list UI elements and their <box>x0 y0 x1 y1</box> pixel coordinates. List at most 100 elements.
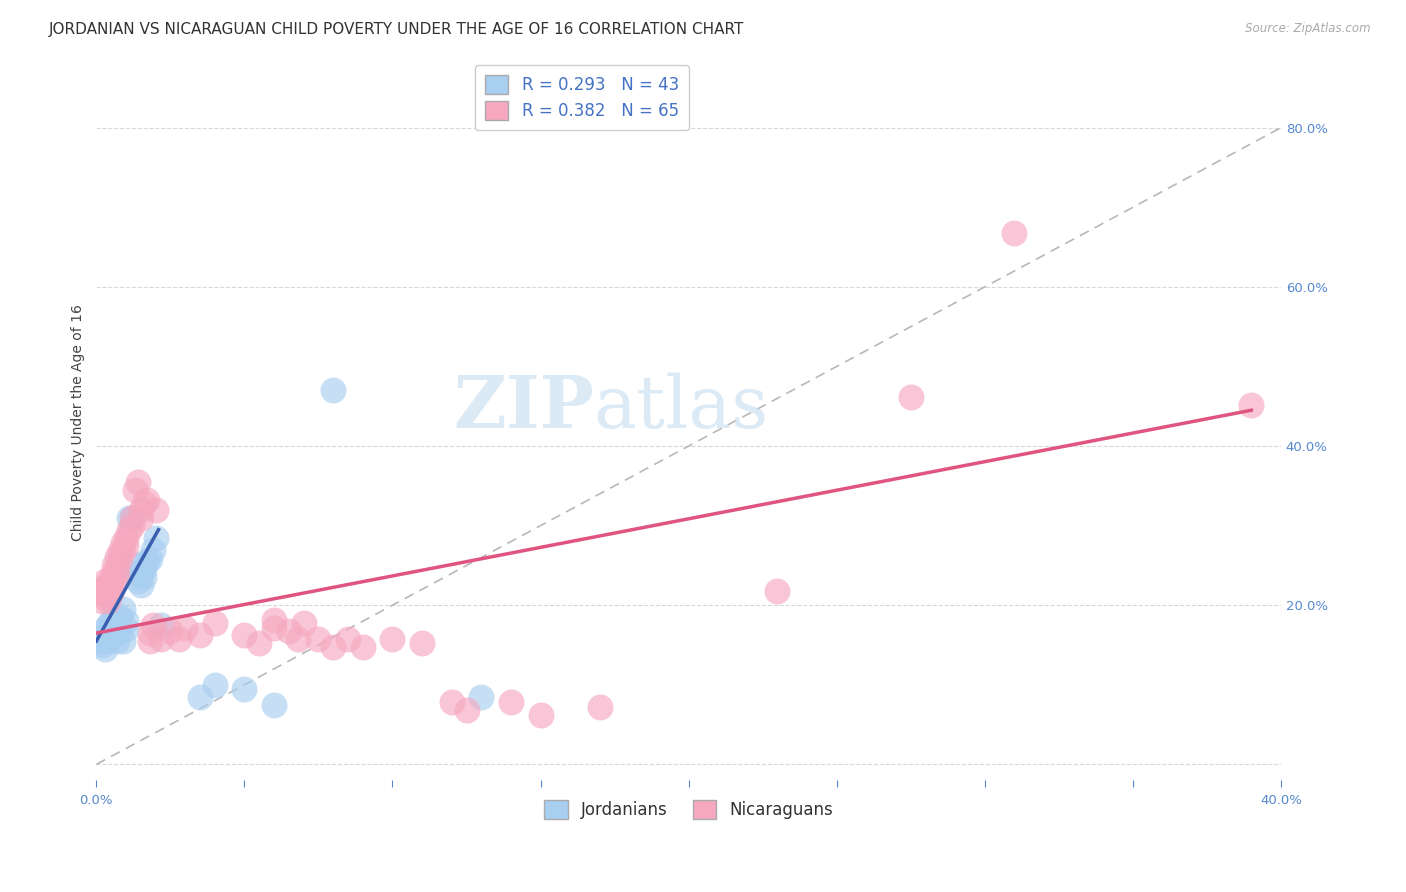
Point <box>89 582 111 597</box>
Point <box>115 539 138 553</box>
Point <box>1002 226 1025 240</box>
Point <box>233 681 256 696</box>
Point <box>263 620 285 634</box>
Point <box>97 578 120 592</box>
Point <box>150 632 173 646</box>
Point <box>129 566 152 581</box>
Point <box>108 610 131 624</box>
Point <box>105 618 128 632</box>
Point <box>142 542 165 557</box>
Point <box>94 591 117 605</box>
Point <box>132 562 155 576</box>
Point <box>111 536 134 550</box>
Point <box>277 624 299 638</box>
Point <box>103 618 125 632</box>
Point <box>105 634 128 648</box>
Point <box>129 502 152 516</box>
Point <box>159 624 181 638</box>
Point <box>174 620 197 634</box>
Point <box>138 552 160 566</box>
Point <box>124 558 146 573</box>
Point <box>135 493 157 508</box>
Point <box>91 638 114 652</box>
Point <box>204 678 226 692</box>
Point <box>337 632 360 646</box>
Point <box>529 708 551 723</box>
Point <box>440 695 463 709</box>
Point <box>97 626 120 640</box>
Point <box>589 700 612 714</box>
Point <box>97 594 120 608</box>
Point <box>103 558 125 573</box>
Point <box>94 634 117 648</box>
Legend: Jordanians, Nicaraguans: Jordanians, Nicaraguans <box>537 793 839 826</box>
Point <box>352 640 374 654</box>
Point <box>188 628 211 642</box>
Point <box>411 636 433 650</box>
Point <box>100 614 122 628</box>
Point <box>135 554 157 568</box>
Point <box>138 626 160 640</box>
Point <box>94 582 117 597</box>
Point <box>766 583 789 598</box>
Point <box>118 523 141 537</box>
Point <box>121 518 143 533</box>
Point <box>127 475 149 489</box>
Point <box>103 606 125 620</box>
Point <box>111 602 134 616</box>
Point <box>111 634 134 648</box>
Point <box>132 496 155 510</box>
Point <box>100 586 122 600</box>
Point <box>94 574 117 589</box>
Point <box>103 624 125 638</box>
Point <box>105 568 128 582</box>
Point <box>145 502 167 516</box>
Point <box>97 586 120 600</box>
Point <box>263 613 285 627</box>
Point <box>129 510 152 524</box>
Point <box>91 634 114 648</box>
Point <box>499 695 522 709</box>
Point <box>103 574 125 589</box>
Point <box>204 615 226 630</box>
Point <box>94 622 117 636</box>
Point <box>105 560 128 574</box>
Text: ZIP: ZIP <box>453 372 593 443</box>
Point <box>121 510 143 524</box>
Point <box>307 632 329 646</box>
Point <box>287 632 309 646</box>
Point <box>115 614 138 628</box>
Point <box>105 550 128 565</box>
Point <box>456 703 478 717</box>
Point <box>118 510 141 524</box>
Point <box>97 634 120 648</box>
Point <box>97 618 120 632</box>
Point <box>121 510 143 524</box>
Point <box>1240 398 1263 412</box>
Point <box>100 622 122 636</box>
Point <box>169 632 191 646</box>
Point <box>381 632 404 646</box>
Point <box>108 544 131 558</box>
Point <box>900 390 922 404</box>
Point <box>247 636 270 650</box>
Point <box>111 544 134 558</box>
Point <box>470 690 492 704</box>
Point <box>322 640 344 654</box>
Point <box>132 570 155 584</box>
Point <box>100 570 122 584</box>
Point <box>91 586 114 600</box>
Point <box>150 618 173 632</box>
Point <box>129 578 152 592</box>
Point <box>108 624 131 638</box>
Point <box>145 531 167 545</box>
Point <box>138 634 160 648</box>
Point <box>115 531 138 545</box>
Point <box>89 630 111 644</box>
Text: atlas: atlas <box>593 373 769 443</box>
Point <box>100 630 122 644</box>
Point <box>115 622 138 636</box>
Point <box>100 578 122 592</box>
Point <box>127 574 149 589</box>
Point <box>322 384 344 398</box>
